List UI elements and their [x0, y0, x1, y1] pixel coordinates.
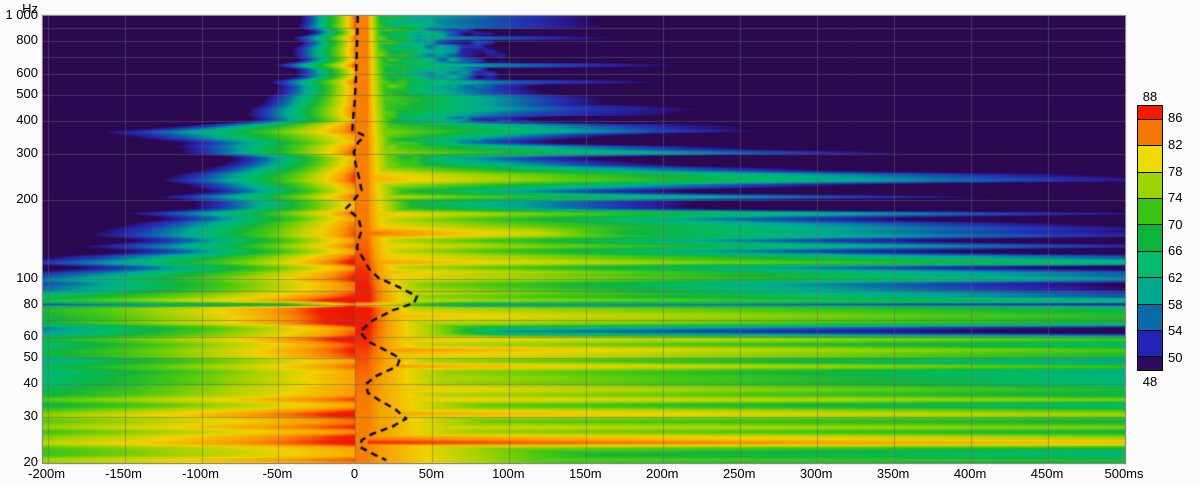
- x-tick-label: -50m: [262, 466, 293, 481]
- colorbar-segment[interactable]: [1138, 356, 1162, 371]
- y-axis-unit-label: Hz: [22, 1, 38, 16]
- colorbar-tick-label: 66: [1168, 243, 1183, 259]
- x-tick-label: 400m: [953, 466, 987, 481]
- x-tick-label: 500ms: [1104, 466, 1144, 481]
- y-tick-label: 200: [16, 190, 38, 206]
- x-tick-label: -100m: [182, 466, 219, 481]
- y-tick-label: 500: [16, 86, 38, 102]
- y-tick-label: 50: [23, 349, 38, 365]
- colorbar-tick-label: 70: [1168, 216, 1183, 232]
- colorbar-segment[interactable]: [1138, 250, 1162, 278]
- colorbar-segment[interactable]: [1138, 145, 1162, 172]
- colorbar-segment[interactable]: [1138, 118, 1162, 146]
- colorbar-tick-label: 54: [1168, 323, 1183, 339]
- y-tick-label: 20: [23, 454, 38, 469]
- colorbar-tick-label: 78: [1168, 163, 1183, 179]
- y-tick-label: 80: [23, 295, 38, 311]
- colorbar-segment[interactable]: [1138, 224, 1162, 251]
- x-tick-label: 150m: [569, 466, 602, 481]
- y-tick-label: 40: [23, 374, 38, 390]
- colorbar-segment[interactable]: [1138, 303, 1162, 330]
- colorbar-segment[interactable]: [1138, 329, 1162, 357]
- plot-area: [42, 15, 1126, 464]
- y-tick-label: 30: [23, 407, 38, 423]
- colorbar-tick-label: 86: [1168, 110, 1183, 126]
- colorbar-tick-label: 50: [1168, 349, 1183, 365]
- colorbar-tick-label: 62: [1168, 269, 1183, 285]
- spectrogram-canvas[interactable]: [43, 16, 1125, 463]
- y-tick-label: 800: [16, 32, 38, 48]
- colorbar-tick-label: 58: [1168, 296, 1183, 312]
- x-tick-label: 100m: [492, 466, 525, 481]
- colorbar-min-label: 48: [1142, 374, 1158, 389]
- colorbar-segment[interactable]: [1138, 197, 1162, 225]
- y-tick-label: 1 000: [5, 7, 38, 22]
- colorbar-segment[interactable]: [1138, 171, 1162, 198]
- y-tick-label: 100: [16, 270, 38, 286]
- x-tick-label: 350m: [876, 466, 910, 481]
- x-tick-label: 0: [350, 466, 359, 481]
- x-tick-label: 200m: [645, 466, 679, 481]
- x-tick-label: 300m: [799, 466, 833, 481]
- x-tick-label: 250m: [722, 466, 756, 481]
- x-tick-label: -200m: [28, 466, 66, 481]
- colorbar-segment[interactable]: [1138, 106, 1162, 119]
- y-tick-label: 300: [16, 144, 38, 160]
- y-tick-label: 60: [23, 328, 38, 344]
- x-tick-label: 450m: [1030, 466, 1064, 481]
- x-tick-label: -150m: [105, 466, 142, 481]
- colorbar-segment[interactable]: [1138, 277, 1162, 304]
- colorbar-tick-label: 82: [1168, 136, 1183, 152]
- x-tick-label: 50m: [418, 466, 445, 481]
- colorbar-tick-label: 74: [1168, 190, 1183, 206]
- y-tick-label: 600: [16, 65, 38, 81]
- colorbar[interactable]: [1137, 105, 1163, 371]
- colorbar-max-label: 88: [1142, 89, 1158, 104]
- y-tick-label: 400: [16, 111, 38, 127]
